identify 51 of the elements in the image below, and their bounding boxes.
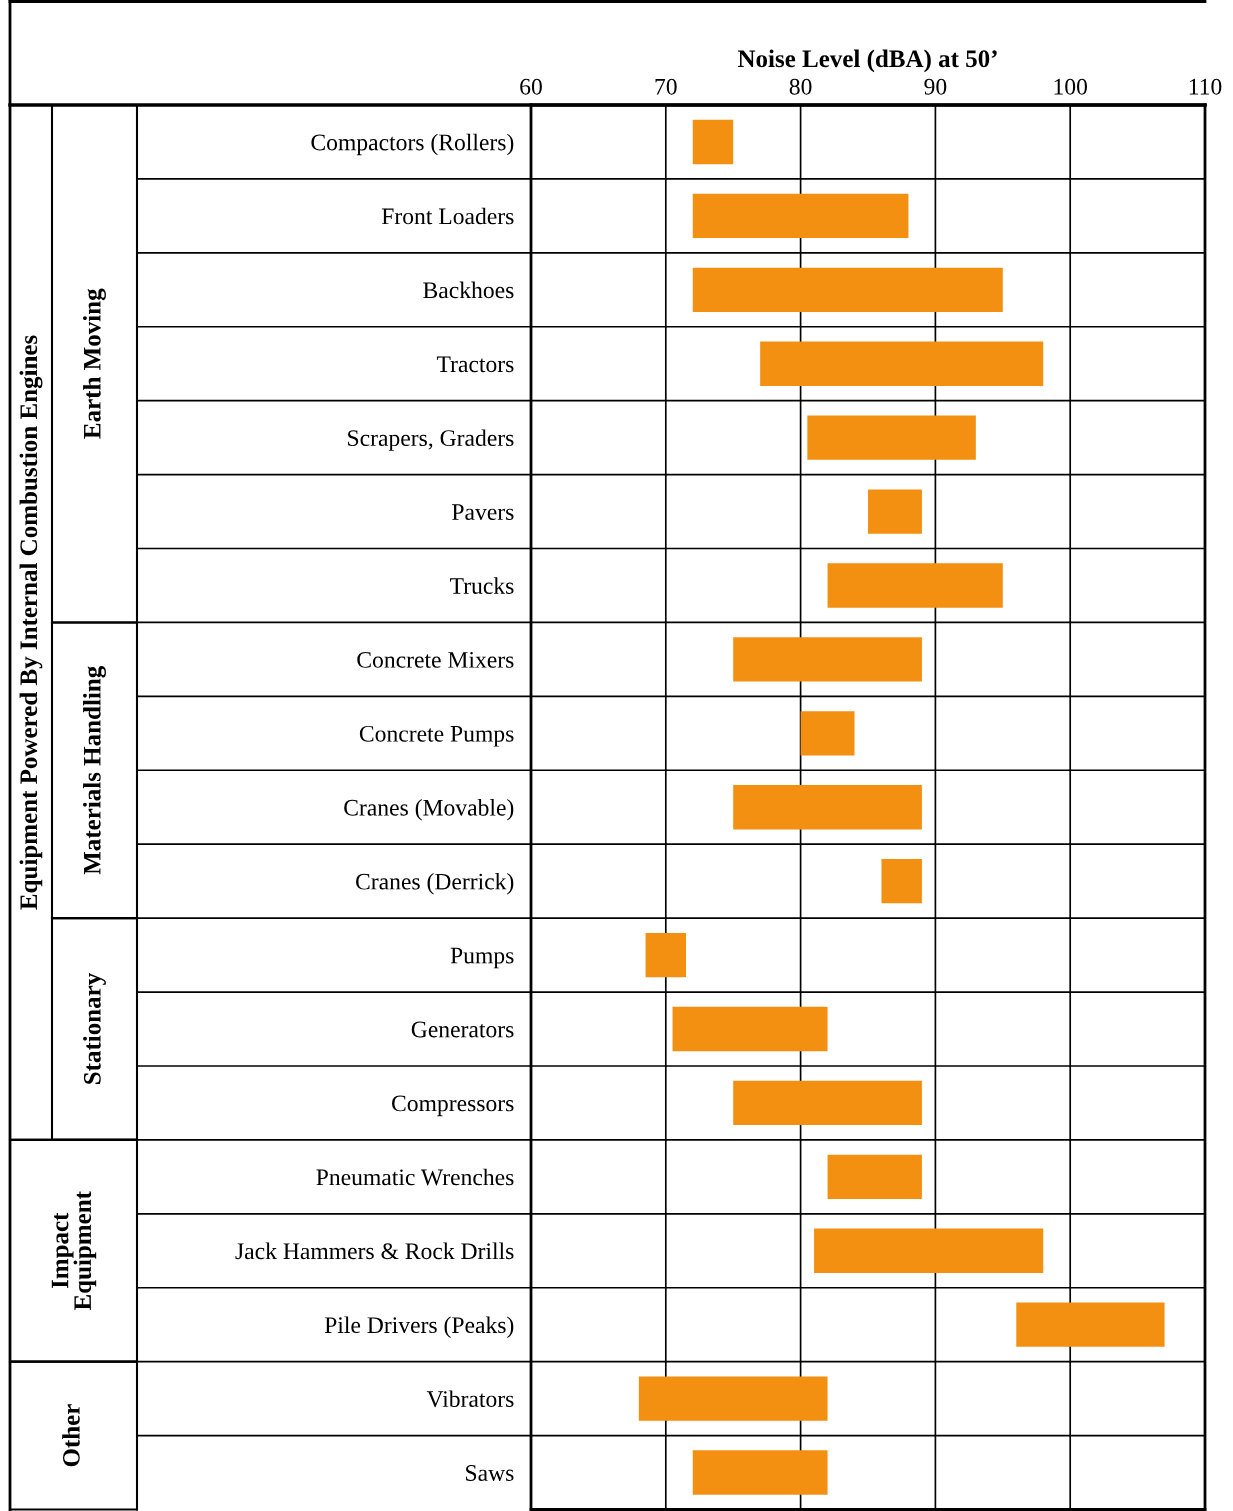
y-tick-label: Pavers [452,504,514,520]
y-tick-label: Saws [466,1465,514,1481]
text: Materials Handling [83,666,106,875]
y-tick-label: Jack Hammers & Rock Drills [235,1242,514,1260]
x-tick-label: 70 [655,78,677,95]
y-tick-label: Tractors [436,356,514,373]
y-tick-label: Pumps [450,947,514,969]
y-tick-label: Trucks [450,577,514,594]
y-tick-label: Cranes (Derrick) [356,872,514,895]
bar [807,415,976,460]
y-tick-label: Front Loaders [381,207,514,225]
bar [733,637,922,682]
x-tick-label: 60 [520,78,542,95]
bar [692,193,909,239]
x-tick-label: 80 [789,78,812,95]
bar [733,785,922,830]
bar [814,1228,1044,1273]
x-tick-label: 100 [1054,78,1088,95]
bar [1016,1302,1165,1347]
bar [692,1450,828,1495]
bar [760,341,1044,386]
bar [645,932,687,978]
y-tick-label: Backhoes [423,281,514,299]
bar [692,119,734,165]
y-tick-label: Concrete Pumps [359,725,514,747]
x-tick-label: 110 [1189,78,1222,95]
y-tick-label: Cranes (Movable) [344,799,514,821]
text: Impact Equipment [51,1191,97,1311]
x-tick-label: 90 [924,78,947,95]
y-tick-label: Generators [411,1021,514,1038]
bar [638,1376,828,1421]
bar [881,858,922,904]
y-tick-label: Scrapers, Graders [348,429,514,451]
y-tick-label: Vibrators [426,1390,514,1408]
bar [827,1154,922,1200]
y-tick-label: Concrete Mixers [357,651,514,668]
text: Stationary [83,973,106,1084]
bar [827,563,1003,608]
y-tick-label: Pneumatic Wrenches [316,1168,514,1186]
bar [733,1080,922,1126]
text: Other [62,1404,80,1467]
x-axis-title: Noise Level (dBA) at 50’ [737,49,997,73]
bar [800,711,855,756]
text: Earth Moving [83,288,106,439]
y-tick-label: Pile Drivers (Peaks) [324,1316,514,1338]
bar [868,489,922,534]
bar [692,267,1003,312]
y-tick-label: Compactors (Rollers) [311,133,514,156]
bar [672,1006,828,1052]
text: Equipment Powered By Internal Combustion Engines [19,335,43,910]
y-tick-label: Compressors [392,1095,514,1117]
